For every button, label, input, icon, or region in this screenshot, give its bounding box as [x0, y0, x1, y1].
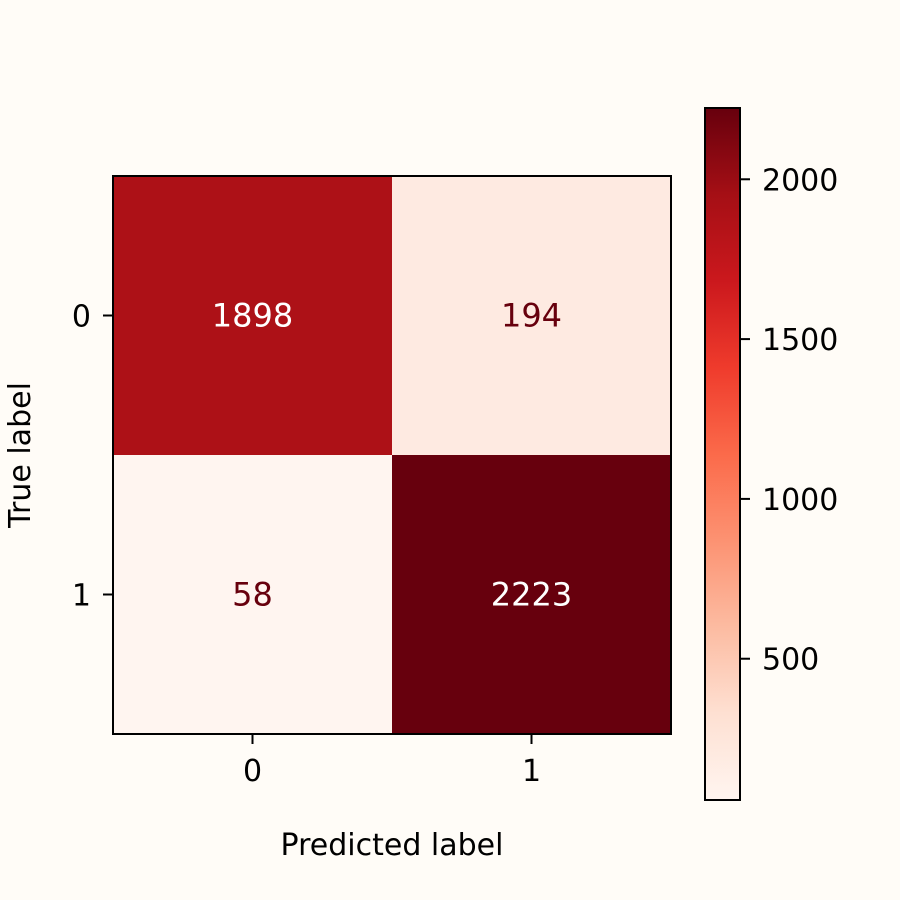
heatmap-cell-r0-c1: [392, 176, 671, 455]
colorbar-tick-label-2: 1500: [762, 323, 838, 358]
cell-value-label-r1-c1: 2223: [491, 576, 572, 614]
cell-value-label-r0-c1: 194: [501, 297, 562, 335]
x-axis-label: Predicted label: [281, 828, 504, 863]
heatmap-cells: [113, 176, 671, 734]
colorbar-ticks: 500 1000 1500 2000: [740, 163, 838, 678]
colorbar-tick-label-0: 500: [762, 643, 819, 678]
plot-frame: [112, 175, 672, 735]
heatmap-cell-r0-c0: [113, 176, 392, 455]
y-axis-label: True label: [3, 382, 38, 529]
colorbar: [704, 107, 741, 801]
heatmap-cell-r1-c1: [392, 455, 671, 734]
x-tick-label-0: 0: [243, 754, 262, 789]
colorbar-tick-label-3: 2000: [762, 163, 838, 198]
x-tick-label-1: 1: [522, 754, 541, 789]
colorbar-tick-label-1: 1000: [762, 483, 838, 518]
heatmap-cell-labels: 1898 194 58 2223: [212, 297, 572, 614]
y-tick-label-0: 0: [72, 300, 91, 335]
cell-value-label-r1-c0: 58: [232, 576, 273, 614]
cell-value-label-r0-c0: 1898: [212, 297, 293, 335]
y-axis-ticks: 01: [72, 300, 113, 614]
heatmap-cell-r1-c0: [113, 455, 392, 734]
y-tick-label-1: 1: [72, 579, 91, 614]
